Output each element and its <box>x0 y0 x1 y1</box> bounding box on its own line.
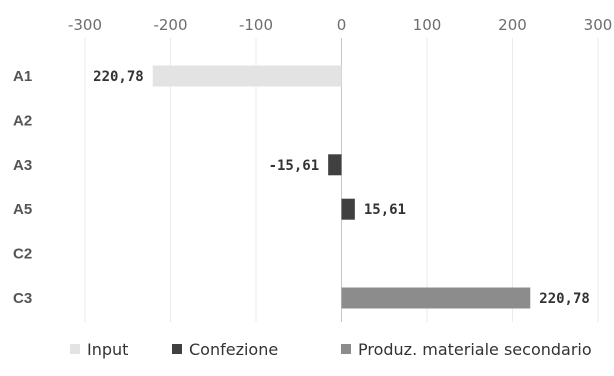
legend: Input Confezione Produz. materiale seconda… <box>70 340 592 359</box>
data-label: 220,78 <box>539 291 590 307</box>
legend-swatch <box>70 344 80 354</box>
bar <box>341 198 355 220</box>
x-tick-label: -100 <box>239 16 273 34</box>
x-tick-label: -300 <box>68 16 102 34</box>
data-label: 220,78 <box>93 69 144 85</box>
category-label: C2 <box>13 246 32 263</box>
legend-label: Confezione <box>189 340 278 359</box>
category-label: A1 <box>13 68 32 85</box>
bar <box>328 154 342 176</box>
category-label: A5 <box>13 201 32 218</box>
x-tick-label: 100 <box>413 16 442 34</box>
legend-swatch <box>172 344 182 354</box>
category-label: A2 <box>13 112 32 129</box>
x-tick-label: -200 <box>153 16 187 34</box>
legend-label: Input <box>87 340 128 359</box>
legend-label: Produz. materiale secondario <box>358 340 592 359</box>
x-tick-label: 300 <box>584 16 613 34</box>
data-label: 15,61 <box>364 202 406 218</box>
x-axis-tick-labels: -300 -200 -100 0 100 200 300 <box>68 16 612 34</box>
legend-swatch <box>341 344 351 354</box>
x-tick-label: 200 <box>498 16 527 34</box>
category-label: C3 <box>13 290 32 307</box>
data-label: -15,61 <box>269 158 320 174</box>
bar <box>152 65 342 87</box>
category-labels: A1 A2 A3 A5 C2 C3 <box>13 68 32 307</box>
data-labels: 220,78 -15,61 15,61 220,78 <box>93 69 590 307</box>
bars <box>152 65 531 309</box>
x-tick-label: 0 <box>337 16 347 34</box>
bar <box>341 287 531 309</box>
category-label: A3 <box>13 157 32 174</box>
